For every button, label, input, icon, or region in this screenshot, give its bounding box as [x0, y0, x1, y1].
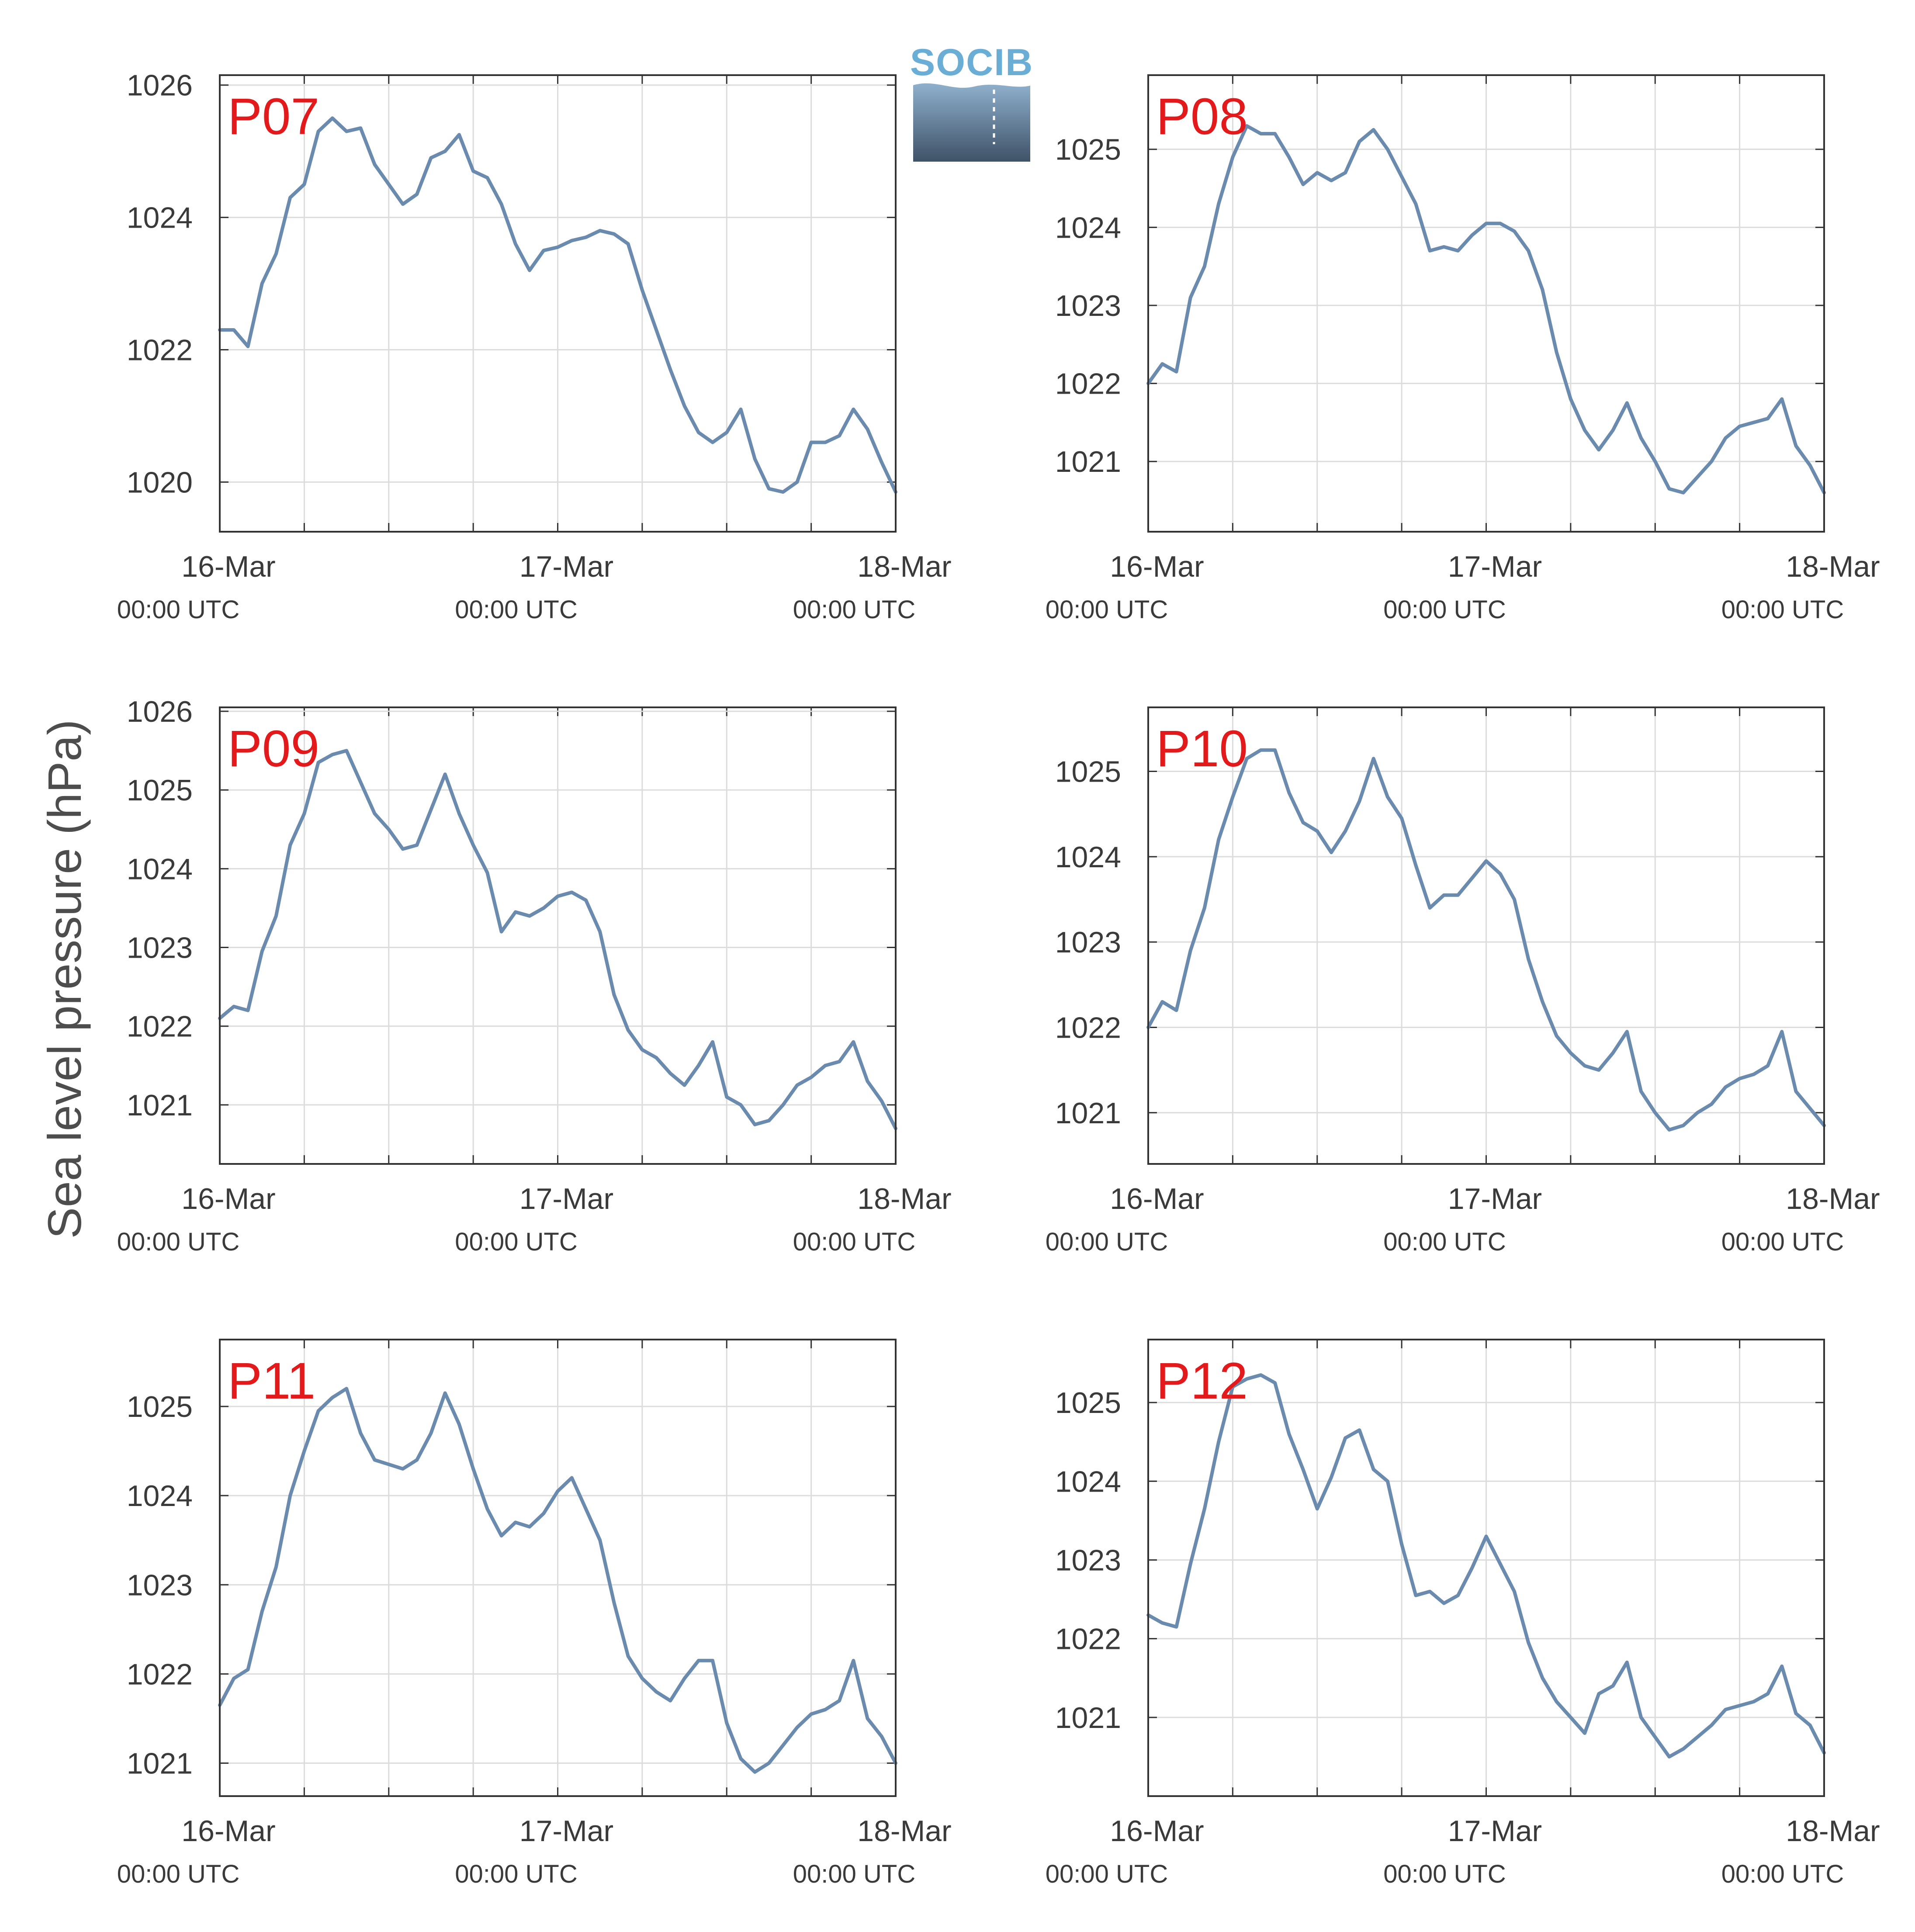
pressure-series-line	[218, 749, 897, 1130]
x-tick-date-label: 18-Mar	[1786, 1814, 1880, 1848]
x-tick-time-label: 00:00 UTC	[793, 1228, 915, 1256]
x-tick-time-label: 00:00 UTC	[1721, 1228, 1844, 1256]
x-tick-date-label: 17-Mar	[1448, 1814, 1542, 1848]
panel-label: P10	[1156, 720, 1248, 778]
socib-logo: SOCIB	[910, 42, 1033, 162]
pressure-series-line	[218, 1387, 897, 1774]
panel-p10: 1021 1022 1023 1024 1025 P10 16-Mar 00:00 UTC 17…	[1046, 706, 1880, 1256]
x-tick-date-label: 18-Mar	[1786, 550, 1880, 583]
y-tick-label: 1023	[127, 931, 193, 965]
y-tick-label: 1022	[1055, 367, 1121, 401]
y-tick-label: 1024	[127, 201, 193, 235]
y-tick-label: 1025	[127, 774, 193, 807]
panel-label: P08	[1156, 88, 1248, 145]
y-tick-label: 1023	[1055, 926, 1121, 959]
x-tick-date-label: 17-Mar	[519, 1814, 613, 1848]
x-tick-time-label: 00:00 UTC	[793, 1860, 915, 1888]
y-tick-label: 1022	[127, 334, 193, 367]
y-tick-label: 1026	[127, 69, 193, 102]
y-tick-label: 1021	[1055, 445, 1121, 478]
panel-p08: 1021 1022 1023 1024 1025 P08 16-Mar 00:00 UTC 17…	[1046, 74, 1880, 624]
x-tick-time-label: 00:00 UTC	[1383, 596, 1506, 624]
axes-frame	[219, 1339, 897, 1797]
logo-text: SOCIB	[910, 42, 1033, 83]
x-tick-time-label: 00:00 UTC	[1046, 596, 1168, 624]
axes-frame	[219, 74, 897, 533]
y-tick-label: 1024	[1055, 211, 1121, 244]
axes-frame	[1147, 706, 1825, 1165]
x-tick-time-label: 00:00 UTC	[1721, 1860, 1844, 1888]
x-tick-time-label: 00:00 UTC	[117, 1228, 239, 1256]
x-tick-time-label: 00:00 UTC	[455, 596, 577, 624]
x-tick-date-label: 16-Mar	[1110, 1814, 1204, 1848]
axes-frame	[1147, 1339, 1825, 1797]
panel-p07: 1020 1022 1024 1026 P07 16-Mar 00:00 UTC 17-Mar…	[117, 69, 952, 624]
pressure-series-line	[1146, 124, 1826, 495]
x-tick-time-label: 00:00 UTC	[1383, 1860, 1506, 1888]
x-tick-date-label: 16-Mar	[181, 1814, 275, 1848]
x-tick-time-label: 00:00 UTC	[1046, 1228, 1168, 1256]
panel-p12: 1021 1022 1023 1024 1025 P12 16-Mar 00:00 UTC 17…	[1046, 1339, 1880, 1888]
x-tick-date-label: 17-Mar	[519, 1182, 613, 1215]
y-tick-label: 1025	[1055, 755, 1121, 788]
y-tick-label: 1024	[127, 1479, 193, 1513]
panel-p11: 1021 1022 1023 1024 1025 P11 16-Mar 00:00 UTC 17…	[117, 1339, 952, 1888]
x-tick-date-label: 18-Mar	[857, 1814, 951, 1848]
y-tick-label: 1023	[127, 1568, 193, 1602]
axes-frame	[1147, 74, 1825, 533]
x-tick-date-label: 17-Mar	[1448, 1182, 1542, 1215]
x-tick-time-label: 00:00 UTC	[455, 1860, 577, 1888]
logo-wave-icon	[913, 83, 1030, 162]
x-tick-date-label: 18-Mar	[857, 550, 951, 583]
y-tick-label: 1022	[1055, 1011, 1121, 1044]
pressure-series-line	[218, 116, 897, 494]
y-tick-label: 1024	[1055, 841, 1121, 874]
x-tick-date-label: 18-Mar	[1786, 1182, 1880, 1215]
panels: 1020 1022 1024 1026 P07 16-Mar 00:00 UTC 17-Mar…	[117, 69, 1880, 1888]
y-tick-label: 1021	[127, 1747, 193, 1780]
y-tick-label: 1023	[1055, 1544, 1121, 1577]
x-tick-time-label: 00:00 UTC	[793, 596, 915, 624]
y-tick-label: 1020	[127, 466, 193, 499]
x-tick-time-label: 00:00 UTC	[1046, 1860, 1168, 1888]
y-tick-label: 1021	[1055, 1701, 1121, 1735]
y-tick-label: 1025	[1055, 1386, 1121, 1420]
y-tick-label: 1022	[127, 1658, 193, 1691]
panel-label: P12	[1156, 1352, 1248, 1410]
x-tick-time-label: 00:00 UTC	[117, 1860, 239, 1888]
x-tick-date-label: 17-Mar	[519, 550, 613, 583]
y-axis-label: Sea level pressure (hPa)	[38, 720, 91, 1239]
x-tick-date-label: 16-Mar	[181, 1182, 275, 1215]
y-tick-label: 1024	[127, 852, 193, 886]
y-tick-label: 1024	[1055, 1465, 1121, 1498]
y-tick-label: 1025	[127, 1390, 193, 1423]
x-tick-date-label: 16-Mar	[181, 550, 275, 583]
panel-label: P11	[228, 1352, 315, 1410]
y-tick-label: 1023	[1055, 289, 1121, 322]
axes-frame	[219, 706, 897, 1165]
y-tick-label: 1021	[127, 1089, 193, 1122]
panel-p09: 1021 1022 1023 1024 1025 1026 P09 16-Mar 00:00 U…	[117, 695, 952, 1256]
panel-label: P07	[228, 88, 319, 145]
y-tick-label: 1022	[1055, 1623, 1121, 1656]
pressure-series-line	[1146, 748, 1826, 1132]
y-tick-label: 1025	[1055, 133, 1121, 166]
panel-label: P09	[228, 720, 319, 778]
y-tick-label: 1022	[127, 1010, 193, 1043]
y-tick-label: 1026	[127, 695, 193, 728]
x-tick-time-label: 00:00 UTC	[1721, 596, 1844, 624]
y-tick-label: 1021	[1055, 1097, 1121, 1130]
x-tick-date-label: 17-Mar	[1448, 550, 1542, 583]
x-tick-date-label: 16-Mar	[1110, 550, 1204, 583]
x-tick-time-label: 00:00 UTC	[117, 596, 239, 624]
x-tick-time-label: 00:00 UTC	[1383, 1228, 1506, 1256]
x-tick-time-label: 00:00 UTC	[455, 1228, 577, 1256]
pressure-series-line	[1146, 1373, 1826, 1759]
x-tick-date-label: 18-Mar	[857, 1182, 951, 1215]
x-tick-date-label: 16-Mar	[1110, 1182, 1204, 1215]
